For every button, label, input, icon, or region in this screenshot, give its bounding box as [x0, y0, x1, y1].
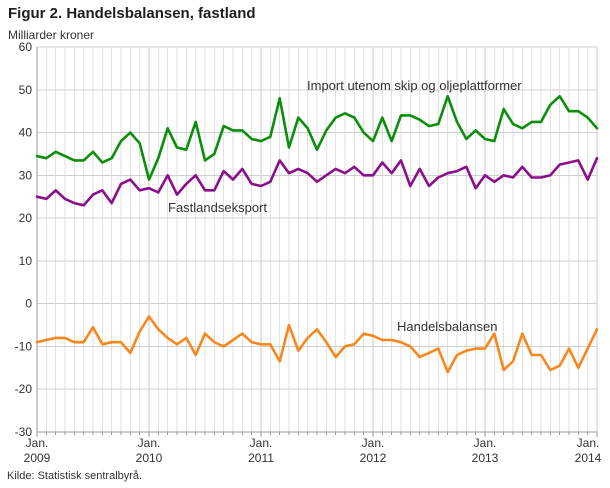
y-axis-unit-label: Milliarder kroner: [8, 28, 95, 42]
x-tick-label-year: 2010: [136, 451, 163, 465]
series-line-fastlandseksport: [35, 156, 599, 207]
x-tick-label-year: 2011: [248, 451, 274, 465]
chart-title: Figur 2. Handelsbalansen, fastland: [8, 5, 256, 22]
series-label-fastlandseksport: Fastlandseksport: [168, 200, 267, 215]
x-tick-label-year: 2014: [575, 451, 602, 465]
series-label-handelsbalansen: Handelsbalansen: [397, 319, 498, 334]
y-tick-label: -20: [15, 382, 33, 396]
x-tick-label-month: Jan.: [138, 436, 161, 450]
y-tick-label: 30: [19, 168, 33, 182]
x-tick-label-month: Jan.: [362, 436, 385, 450]
x-tick-label-month: Jan.: [577, 436, 600, 450]
source-note: Kilde: Statistisk sentralbyrå.: [7, 470, 143, 482]
y-tick-label: 10: [19, 254, 33, 268]
y-tick-label: -10: [15, 339, 33, 353]
y-tick-label: 20: [19, 211, 33, 225]
y-tick-label: -30: [15, 425, 33, 439]
y-tick-label: 60: [19, 40, 33, 54]
series-line-import: [35, 94, 599, 181]
x-tick-label-month: Jan.: [474, 436, 497, 450]
x-tick-label-year: 2012: [360, 451, 387, 465]
x-tick-label-year: 2009: [24, 451, 51, 465]
y-tick-label: 50: [19, 83, 33, 97]
x-tick-label-month: Jan.: [250, 436, 273, 450]
y-tick-label: 40: [19, 126, 33, 140]
series-line-handelsbalansen: [35, 315, 599, 374]
series-label-import: Import utenom skip og oljeplattformer: [307, 78, 522, 93]
x-tick-label-year: 2013: [472, 451, 499, 465]
y-tick-label: 0: [25, 297, 32, 311]
x-tick-label-month: Jan.: [26, 436, 49, 450]
